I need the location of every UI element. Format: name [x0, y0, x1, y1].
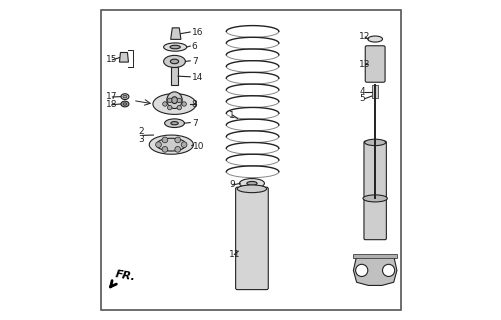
- Circle shape: [155, 142, 161, 148]
- FancyBboxPatch shape: [363, 141, 386, 240]
- Ellipse shape: [163, 43, 186, 51]
- Circle shape: [177, 98, 181, 103]
- Text: 18: 18: [106, 100, 117, 109]
- Ellipse shape: [367, 36, 382, 42]
- Text: 5: 5: [358, 94, 364, 103]
- Text: 12: 12: [358, 32, 370, 41]
- Polygon shape: [119, 52, 128, 62]
- Circle shape: [382, 264, 394, 276]
- Circle shape: [162, 147, 167, 152]
- FancyBboxPatch shape: [235, 187, 268, 290]
- Bar: [353, 254, 396, 258]
- Circle shape: [162, 137, 167, 143]
- Text: 10: 10: [193, 142, 204, 151]
- Text: 4: 4: [358, 87, 364, 96]
- Ellipse shape: [149, 135, 193, 154]
- Text: 17: 17: [106, 92, 117, 101]
- Circle shape: [181, 102, 186, 106]
- Ellipse shape: [164, 119, 184, 128]
- Text: 11: 11: [229, 250, 240, 259]
- Polygon shape: [170, 28, 180, 39]
- Circle shape: [167, 98, 172, 103]
- Text: 14: 14: [191, 73, 203, 82]
- Text: 6: 6: [191, 42, 197, 51]
- Text: 1: 1: [229, 111, 234, 120]
- Circle shape: [181, 142, 187, 148]
- Ellipse shape: [246, 181, 257, 185]
- Circle shape: [174, 137, 180, 143]
- Ellipse shape: [171, 97, 177, 104]
- Text: 2: 2: [138, 127, 143, 136]
- Ellipse shape: [121, 94, 129, 100]
- Ellipse shape: [123, 103, 127, 105]
- Text: 8: 8: [191, 100, 197, 109]
- Ellipse shape: [166, 92, 182, 108]
- Bar: [371, 85, 378, 98]
- Text: 7: 7: [191, 119, 197, 128]
- Ellipse shape: [153, 93, 196, 115]
- Polygon shape: [353, 256, 396, 285]
- Ellipse shape: [362, 195, 387, 202]
- Bar: [171, 67, 178, 85]
- Text: 3: 3: [138, 135, 143, 144]
- Text: 9: 9: [229, 180, 234, 189]
- Circle shape: [355, 264, 367, 276]
- Circle shape: [167, 105, 172, 110]
- Text: 7: 7: [191, 57, 197, 66]
- Text: 13: 13: [358, 60, 370, 68]
- Circle shape: [162, 102, 167, 106]
- Ellipse shape: [239, 179, 264, 188]
- Circle shape: [174, 147, 180, 152]
- Ellipse shape: [170, 122, 178, 125]
- Ellipse shape: [364, 139, 385, 146]
- Text: 16: 16: [191, 28, 203, 37]
- Text: 15: 15: [106, 55, 117, 64]
- Ellipse shape: [163, 55, 185, 68]
- Ellipse shape: [237, 185, 266, 193]
- Ellipse shape: [121, 101, 129, 107]
- Text: FR.: FR.: [114, 269, 136, 283]
- Ellipse shape: [170, 45, 180, 49]
- Ellipse shape: [156, 138, 186, 151]
- Ellipse shape: [123, 95, 127, 98]
- Ellipse shape: [170, 59, 178, 64]
- FancyBboxPatch shape: [365, 46, 384, 82]
- Circle shape: [177, 105, 181, 110]
